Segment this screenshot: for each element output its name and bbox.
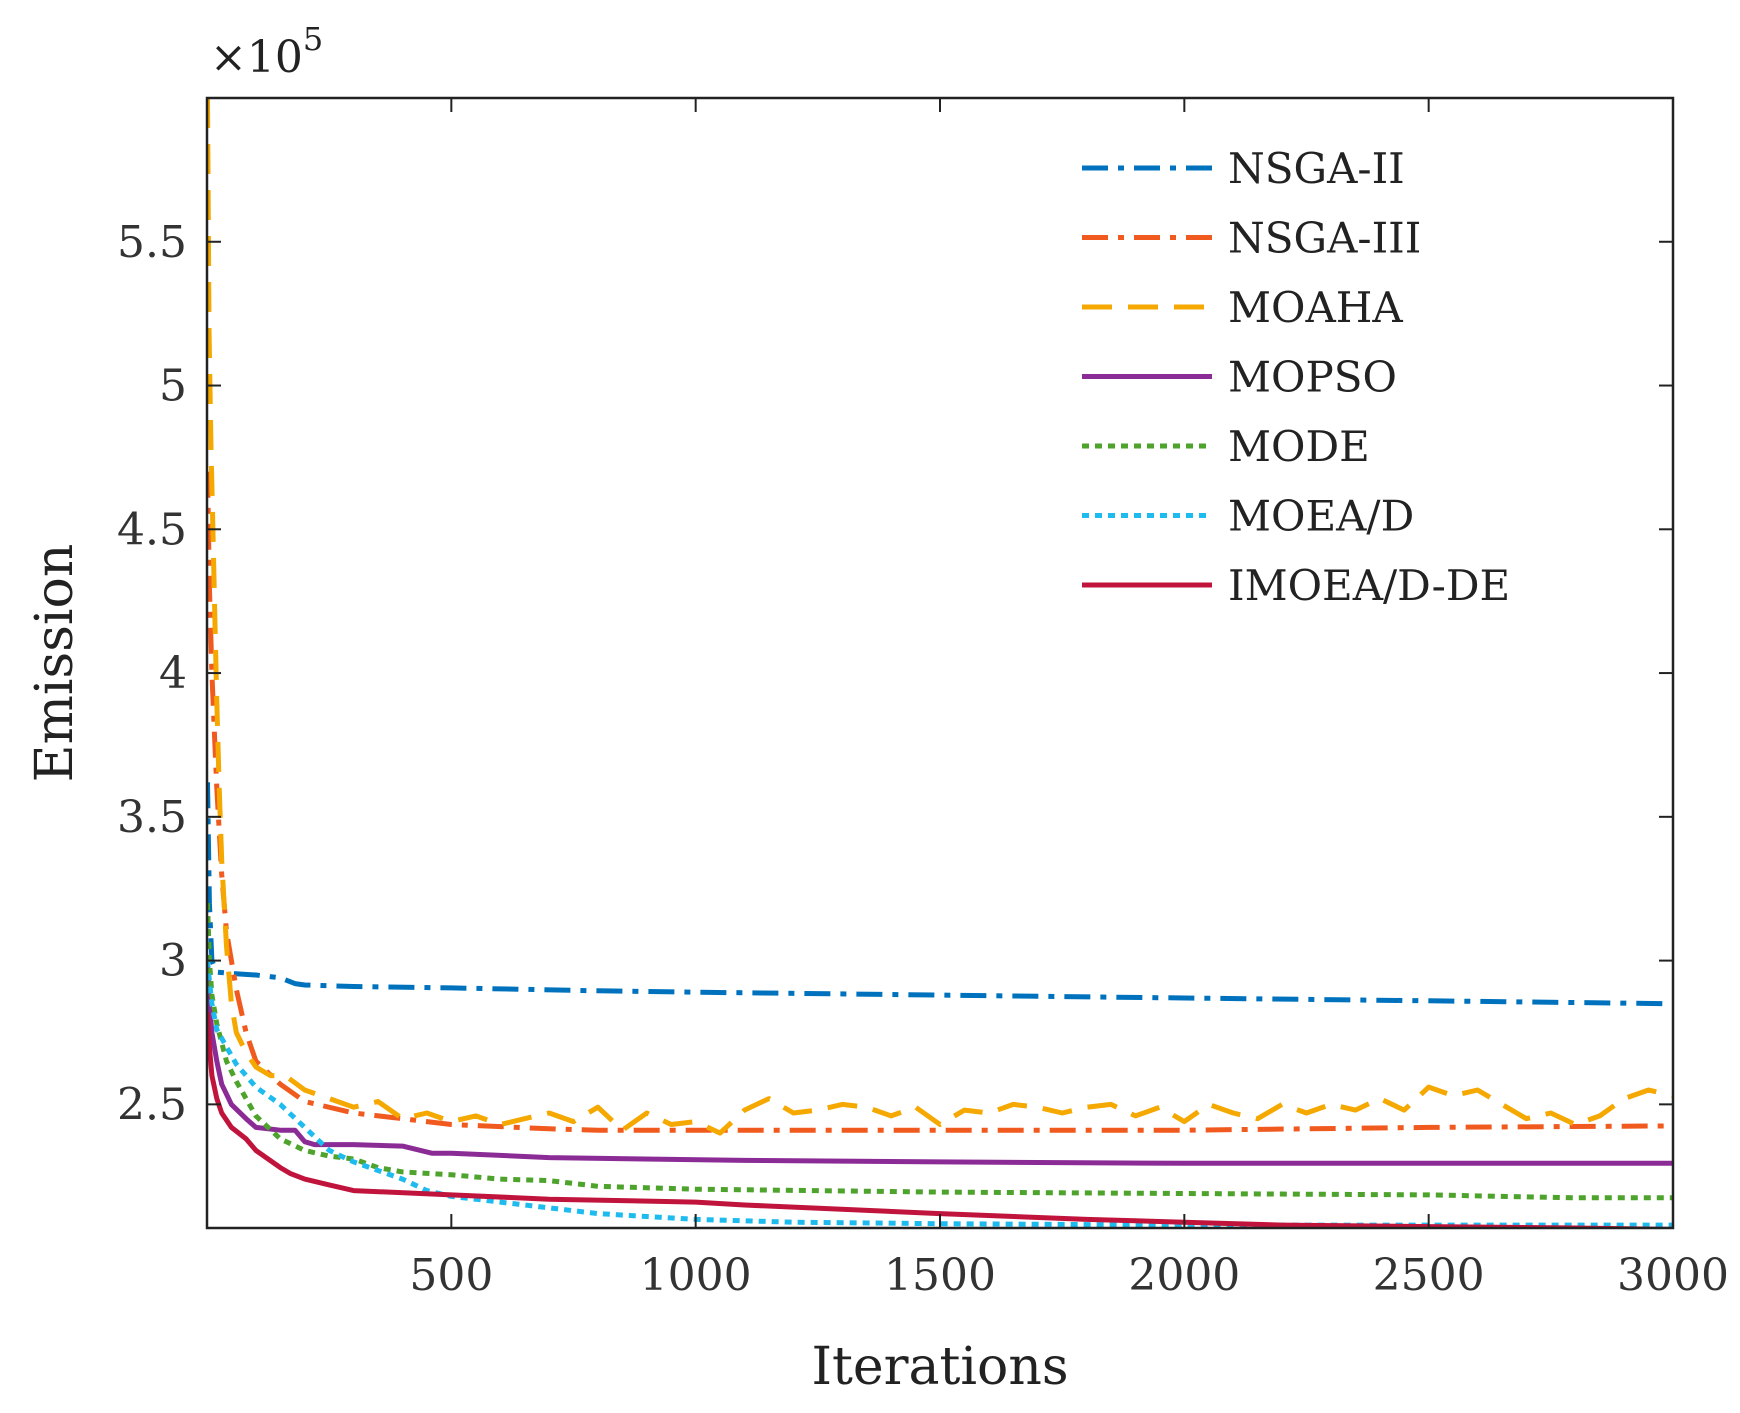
ticks-layer bbox=[207, 98, 1674, 1228]
y-tick-label: 4.5 bbox=[117, 504, 187, 555]
legend-label-1: NSGA-III bbox=[1228, 214, 1421, 263]
series-line-1 bbox=[207, 471, 1673, 1133]
series-line-3 bbox=[207, 960, 1673, 1166]
y-multiplier-base: ×10 bbox=[210, 32, 303, 83]
y-axis-title: Emission bbox=[25, 544, 85, 783]
legend-label-2: MOAHA bbox=[1228, 283, 1403, 332]
legend-label-4: MODE bbox=[1228, 422, 1370, 471]
y-tick-label: 5 bbox=[159, 361, 187, 412]
x-tick-label: 2000 bbox=[1128, 1250, 1240, 1301]
x-tick-label: 2500 bbox=[1373, 1250, 1485, 1301]
y-tick-label: 4 bbox=[159, 648, 187, 699]
x-tick-label: 1000 bbox=[640, 1250, 752, 1301]
tick-labels-layer: 500 1000 1500 2000 2500 3000 2.5 3 3.5 4 4.5 5 5.5 bbox=[117, 217, 1729, 1301]
y-multiplier-exponent: 5 bbox=[303, 20, 323, 58]
legend-label-3: MOPSO bbox=[1228, 353, 1397, 402]
legend-label-0: NSGA-II bbox=[1228, 144, 1405, 193]
series-layer bbox=[207, 98, 1673, 1228]
y-tick-label: 3.5 bbox=[117, 792, 187, 843]
series-line-6 bbox=[207, 1012, 1673, 1228]
series-line-5 bbox=[207, 960, 1673, 1228]
x-tick-label: 500 bbox=[409, 1250, 493, 1301]
x-axis-title: Iterations bbox=[811, 1337, 1068, 1397]
y-multiplier-label: ×105 bbox=[210, 20, 323, 83]
legend: NSGA-II NSGA-III MOAHA MOPSO MODE MOEA/D IMOEA… bbox=[1082, 144, 1510, 610]
y-tick-label: 5.5 bbox=[117, 217, 187, 268]
y-tick-label: 2.5 bbox=[117, 1079, 187, 1130]
x-tick-label: 3000 bbox=[1617, 1250, 1729, 1301]
legend-label-5: MOEA/D bbox=[1228, 492, 1414, 541]
y-tick-label: 3 bbox=[159, 936, 187, 987]
series-line-0 bbox=[207, 782, 1673, 1007]
series-line-2 bbox=[207, 98, 1673, 1136]
legend-label-6: IMOEA/D-DE bbox=[1228, 561, 1510, 610]
x-tick-label: 1500 bbox=[884, 1250, 996, 1301]
